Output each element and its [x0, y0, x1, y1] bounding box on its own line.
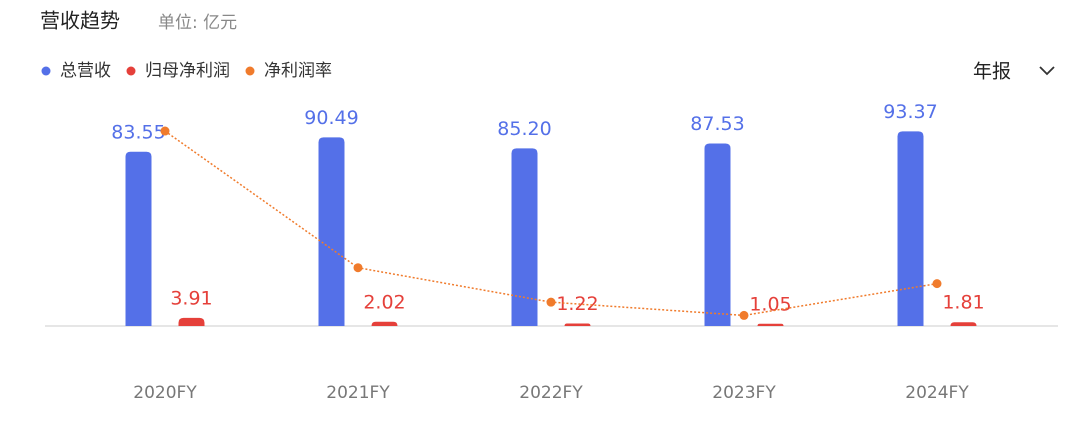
data-label: 83.55 [111, 121, 165, 143]
legend-marker [245, 66, 255, 76]
data-label: 93.37 [883, 101, 937, 123]
dropdown-label[interactable]: 年报 [973, 61, 1011, 83]
data-label: 1.81 [942, 292, 984, 314]
data-label: 1.05 [749, 293, 791, 315]
x-tick-label: 2022FY [519, 383, 583, 403]
data-label: 3.91 [170, 287, 212, 309]
bar [950, 322, 977, 326]
data-label: 87.53 [690, 113, 744, 135]
line-point [739, 310, 749, 320]
chart-subtitle: 单位: 亿元 [158, 13, 237, 33]
x-tick-label: 2023FY [712, 383, 776, 403]
bar [704, 143, 731, 326]
dropdown-chevron[interactable] [1039, 66, 1055, 76]
line-point [546, 297, 556, 307]
x-tick-label: 2024FY [905, 383, 969, 403]
data-label: 90.49 [304, 107, 358, 129]
period-dropdown[interactable]: 年报 [973, 61, 1055, 83]
bar [318, 137, 345, 326]
line-point [932, 279, 942, 289]
x-tick-label: 2020FY [133, 383, 197, 403]
chart-title: 营收趋势 [40, 9, 120, 33]
line [164, 130, 938, 317]
data-label: 1.22 [556, 293, 598, 315]
x-tick-label: 2021FY [326, 383, 390, 403]
line-point [160, 126, 170, 136]
line-point [353, 263, 363, 273]
legend-label: 归母净利润 [145, 61, 230, 81]
legend-marker [126, 66, 136, 76]
legend-marker [41, 66, 51, 76]
data-label: 85.20 [497, 118, 551, 140]
legend-label: 总营收 [60, 61, 111, 81]
bar [511, 148, 538, 326]
legend-label: 净利润率 [264, 61, 332, 81]
bar [178, 317, 205, 326]
data-label: 2.02 [363, 291, 405, 313]
bar [757, 323, 784, 326]
bar [564, 323, 591, 326]
bar [897, 131, 924, 326]
bar [371, 321, 398, 326]
bar [125, 151, 152, 326]
